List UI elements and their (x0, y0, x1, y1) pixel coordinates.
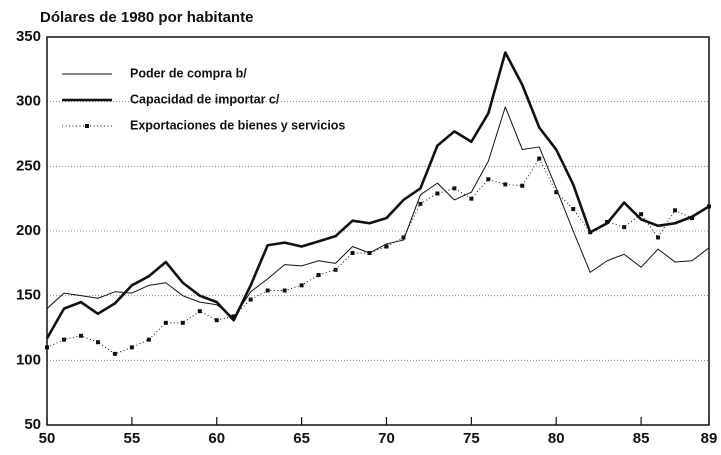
series-marker (180, 320, 185, 325)
series-marker (248, 297, 253, 302)
chart-title: Dólares de 1980 por habitante (40, 9, 253, 26)
y-tick-label: 300 (16, 93, 41, 110)
series-marker (486, 177, 491, 182)
series-marker (673, 208, 678, 213)
series-marker (401, 235, 406, 240)
series-marker (656, 235, 661, 240)
legend-label: Capacidad de importar c/ (130, 92, 280, 106)
series-marker (316, 272, 321, 277)
series-marker (537, 156, 542, 161)
series-line (46, 158, 710, 355)
series-marker (61, 337, 66, 342)
x-tick-label: 89 (701, 430, 718, 447)
series-marker (622, 225, 627, 230)
series-marker (197, 309, 202, 314)
series-marker (367, 250, 372, 255)
series-marker (690, 216, 695, 221)
legend-marker (85, 124, 89, 128)
series-marker (503, 182, 508, 187)
y-tick-label: 200 (16, 222, 41, 239)
series-marker (588, 230, 593, 235)
series-marker (605, 219, 610, 224)
series-marker (571, 207, 576, 212)
y-tick-label: 350 (16, 28, 41, 45)
legend-label: Poder de compra b/ (130, 66, 247, 80)
series-marker (639, 212, 644, 217)
x-tick-label: 65 (293, 430, 310, 447)
series-marker (435, 191, 440, 196)
series-marker (265, 288, 270, 293)
x-tick-label: 85 (633, 430, 650, 447)
x-tick-label: 70 (378, 430, 395, 447)
x-tick-label: 60 (208, 430, 225, 447)
series-marker (350, 250, 355, 255)
series-marker (78, 333, 83, 338)
x-tick-label: 75 (463, 430, 480, 447)
x-tick-label: 55 (124, 430, 141, 447)
series-marker (333, 267, 338, 272)
series-marker (520, 183, 525, 188)
series-marker (299, 283, 304, 288)
series-line (46, 106, 710, 319)
series-marker (452, 186, 457, 191)
series-marker (554, 190, 559, 195)
legend-label: Exportaciones de bienes y servicios (130, 118, 345, 132)
series-marker (469, 196, 474, 201)
series-marker (146, 337, 151, 342)
series-marker (129, 345, 134, 350)
series-marker (112, 351, 117, 356)
series-line (45, 51, 710, 339)
y-tick-label: 150 (16, 287, 41, 304)
plot-frame (46, 36, 710, 426)
series-marker (163, 320, 168, 325)
y-tick-label: 50 (24, 416, 41, 433)
x-tick-label: 50 (39, 430, 56, 447)
series-marker (45, 345, 49, 350)
series-marker (95, 340, 100, 345)
y-tick-label: 250 (16, 157, 41, 174)
series-marker (384, 244, 389, 249)
series-marker (707, 204, 711, 209)
series-marker (214, 318, 219, 323)
y-tick-label: 100 (16, 351, 41, 368)
series-marker (418, 201, 423, 206)
series-marker (231, 314, 236, 319)
x-tick-label: 80 (548, 430, 565, 447)
series-marker (282, 288, 287, 293)
